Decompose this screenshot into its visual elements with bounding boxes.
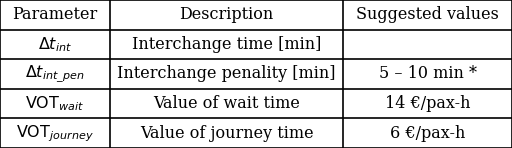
Text: $\mathrm{VOT}_{wait}$: $\mathrm{VOT}_{wait}$ [26, 94, 84, 113]
Text: Suggested values: Suggested values [356, 6, 499, 23]
Text: Interchange time [min]: Interchange time [min] [132, 36, 321, 53]
Text: $\Delta t_{int\_pen}$: $\Delta t_{int\_pen}$ [25, 63, 85, 85]
Text: Value of wait time: Value of wait time [153, 95, 300, 112]
Text: $\Delta t_{int}$: $\Delta t_{int}$ [38, 35, 72, 54]
Text: Parameter: Parameter [12, 6, 98, 23]
Text: $\mathrm{VOT}_{journey}$: $\mathrm{VOT}_{journey}$ [16, 123, 94, 144]
Text: 6 €/pax-h: 6 €/pax-h [390, 125, 465, 142]
Text: Description: Description [179, 6, 274, 23]
Text: Value of journey time: Value of journey time [140, 125, 313, 142]
Text: 5 – 10 min *: 5 – 10 min * [378, 66, 477, 82]
Text: Interchange penality [min]: Interchange penality [min] [117, 66, 336, 82]
Text: 14 €/pax-h: 14 €/pax-h [385, 95, 470, 112]
